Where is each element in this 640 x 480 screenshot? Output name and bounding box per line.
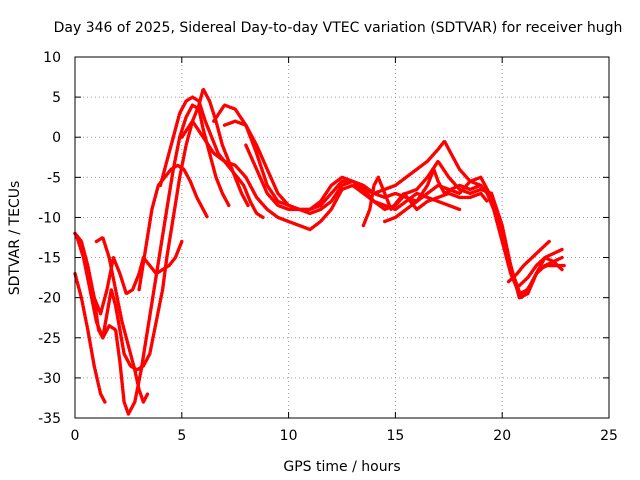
series-track-g	[158, 95, 265, 220]
y-tick-label: -35	[38, 411, 61, 427]
x-axis-label: GPS time / hours	[283, 459, 400, 475]
y-tick-label: 0	[52, 130, 61, 146]
series-track-h	[180, 119, 462, 232]
y-tick-label: -10	[38, 210, 61, 226]
series-track-m	[383, 167, 483, 224]
y-tick-label: 10	[43, 50, 61, 66]
series-track-l	[361, 175, 489, 228]
y-tick-label: -20	[38, 291, 61, 307]
y-tick-label: -15	[38, 251, 61, 267]
y-tick-label: -25	[38, 331, 61, 347]
series-track-b	[75, 103, 231, 416]
series-track-o	[517, 255, 564, 288]
series-track-k	[244, 143, 566, 300]
x-tick-label: 20	[493, 428, 511, 444]
y-tick-label: -30	[38, 371, 61, 387]
series-track-e	[94, 235, 150, 404]
series-layer	[73, 87, 566, 416]
y-tick-label: 5	[52, 90, 61, 106]
series-track-c	[73, 87, 250, 372]
ticks: 0 5 10 15 20 25 -35 -30 -25 -20 -15 -10 -5 0 5 10	[38, 50, 618, 444]
series-track-a	[73, 271, 107, 404]
plot-frame	[74, 56, 610, 419]
x-tick-label: 10	[280, 428, 298, 444]
y-tick-label: -5	[47, 170, 61, 186]
series-track-d	[73, 231, 184, 316]
x-tick-label: 0	[71, 428, 80, 444]
series-track-i	[212, 103, 564, 296]
series-track-f	[137, 163, 210, 292]
y-axis-label: SDTVAR / TECUs	[7, 181, 23, 296]
x-tick-label: 15	[386, 428, 404, 444]
x-tick-label: 25	[600, 428, 618, 444]
chart-title: Day 346 of 2025, Sidereal Day-to-day VTE…	[54, 20, 623, 36]
x-tick-label: 5	[177, 428, 186, 444]
series-track-n	[506, 239, 551, 284]
grid	[75, 57, 609, 418]
